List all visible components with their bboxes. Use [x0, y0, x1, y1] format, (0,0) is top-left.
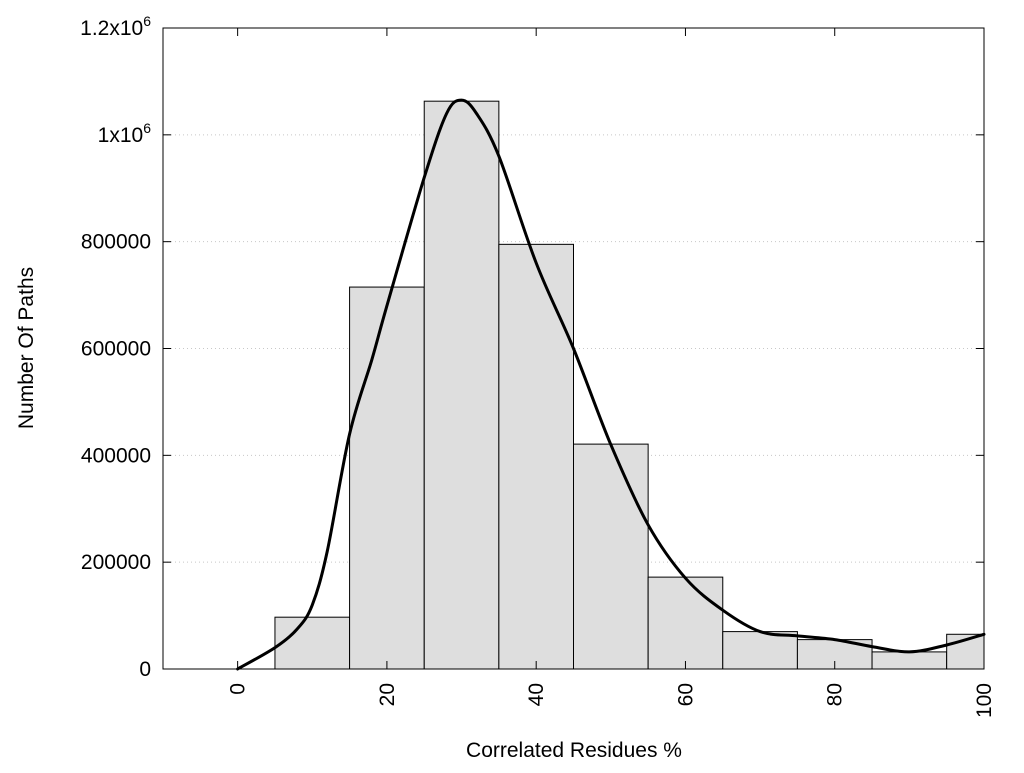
- y-tick-label: 600000: [81, 338, 151, 361]
- histogram-bars: [274, 100, 985, 670]
- y-axis-label: Number Of Paths: [15, 267, 38, 429]
- y-tick-label: 1x106: [98, 120, 152, 147]
- grid-lines: [163, 134, 984, 563]
- y-tick-label: 200000: [81, 551, 151, 574]
- y-tick-label-base: 400000: [81, 444, 151, 467]
- y-tick-label-base: 1.2x10: [80, 17, 143, 40]
- x-tick-label: 20: [376, 683, 399, 706]
- histogram-bar: [498, 243, 575, 670]
- histogram-bar: [349, 286, 425, 670]
- y-tick-label: 1.2x106: [80, 13, 151, 40]
- histogram-bar: [274, 616, 351, 670]
- y-tick-label-base: 800000: [81, 231, 151, 254]
- x-axis-ticks: 0 20 40 60 80 100: [227, 28, 996, 718]
- x-tick-label: 0: [227, 683, 250, 695]
- y-tick-label: 400000: [81, 444, 151, 467]
- histogram-bar: [722, 631, 798, 670]
- histogram-bar: [573, 443, 649, 670]
- x-axis-label: Correlated Residues %: [466, 739, 682, 762]
- histogram-bar: [647, 576, 724, 670]
- x-tick-label: 60: [674, 683, 697, 706]
- y-tick-label-base: 0: [139, 658, 151, 681]
- x-tick-label: 80: [824, 683, 847, 706]
- histogram-bar: [423, 100, 500, 670]
- y-tick-label-base: 200000: [81, 551, 151, 574]
- density-curve: [236, 98, 986, 671]
- x-tick-label: 40: [525, 683, 548, 706]
- y-tick-label-base: 1x10: [98, 124, 144, 147]
- x-tick-label: 100: [973, 683, 996, 718]
- histogram-bar: [871, 651, 948, 670]
- y-tick-label-exponent: 6: [143, 120, 151, 136]
- y-tick-label-exponent: 6: [143, 13, 151, 29]
- y-tick-label-base: 600000: [81, 338, 151, 361]
- y-tick-label: 0: [139, 658, 151, 681]
- y-tick-label: 800000: [81, 231, 151, 254]
